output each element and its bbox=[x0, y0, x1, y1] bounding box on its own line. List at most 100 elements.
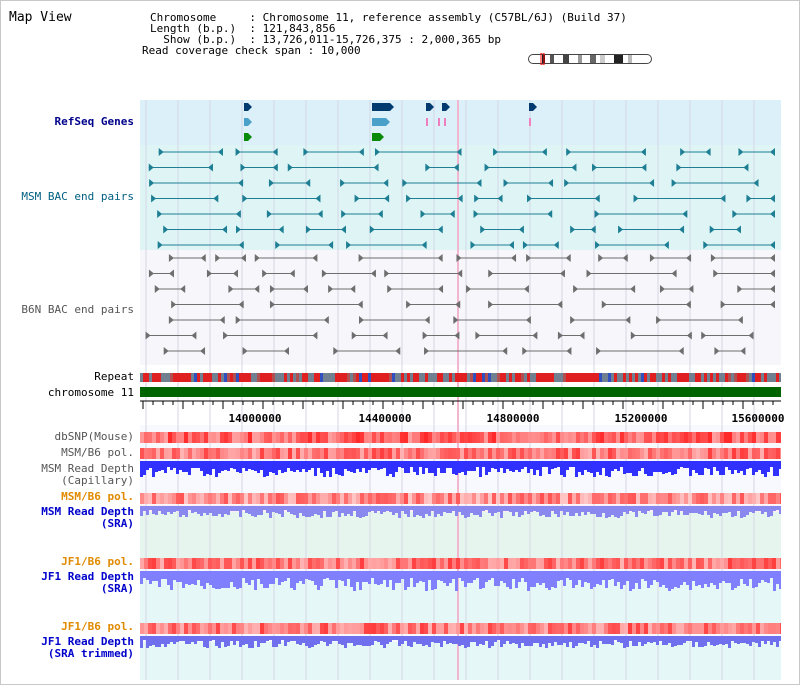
jf1-b6-pol-2-cell bbox=[628, 623, 632, 634]
dbsnp-cell bbox=[152, 432, 156, 443]
track-label-jf1-read-depth-sra[interactable]: JF1 Read Depth bbox=[41, 570, 134, 583]
dbsnp-cell bbox=[488, 432, 492, 443]
msm-b6-pol-2-cell bbox=[732, 493, 736, 504]
repeat-segment bbox=[275, 373, 278, 382]
jf1-depth-sra-bar bbox=[230, 571, 233, 582]
jf1-b6-pol-2-cell bbox=[552, 623, 556, 634]
jf1-depth-trim-bar bbox=[734, 636, 737, 643]
msm-bac-pair-end bbox=[682, 210, 688, 218]
track-label-jf1-b6-pol-2[interactable]: JF1/B6 pol. bbox=[61, 620, 134, 633]
tracks-canvas[interactable] bbox=[140, 100, 781, 680]
jf1-depth-trim-bar bbox=[218, 636, 221, 648]
dbsnp-cell bbox=[716, 432, 720, 443]
msm-b6-pol-cell bbox=[668, 448, 672, 459]
jf1-b6-pol-2-cell bbox=[356, 623, 360, 634]
b6n-bac-pair-end bbox=[240, 254, 246, 262]
repeat-segment bbox=[167, 373, 170, 382]
b6n-bac-pair-end bbox=[748, 331, 754, 340]
jf1-depth-trim-bar bbox=[554, 636, 557, 642]
b6n-bac-pair-end bbox=[154, 285, 160, 293]
repeat-segment bbox=[773, 373, 776, 382]
chromosome-ideogram[interactable] bbox=[528, 53, 652, 65]
msm-depth-sra-bar bbox=[779, 506, 781, 514]
jf1-depth-trim-bar bbox=[410, 636, 413, 647]
jf1-b6-pol-2-cell bbox=[560, 623, 564, 634]
jf1-b6-pol-cell bbox=[472, 558, 476, 569]
msm-depth-capillary-bar bbox=[749, 461, 752, 468]
repeat-segment bbox=[344, 373, 347, 382]
jf1-b6-pol-2-cell bbox=[180, 623, 184, 634]
msm-b6-pol-cell bbox=[700, 448, 704, 459]
msm-depth-capillary-bar bbox=[536, 461, 539, 470]
msm-depth-capillary-bar bbox=[260, 461, 263, 470]
jf1-depth-sra-bar bbox=[539, 571, 542, 585]
track-label-jf1-read-depth-trimmed[interactable]: JF1 Read Depth bbox=[41, 635, 134, 648]
repeat-segment bbox=[350, 373, 353, 382]
repeat-segment bbox=[380, 373, 383, 382]
track-label-refseq-genes[interactable]: RefSeq Genes bbox=[54, 115, 134, 128]
msm-depth-capillary-bar bbox=[176, 461, 179, 474]
track-label-msm-bac-end-pairs[interactable]: MSM BAC end pairs bbox=[21, 190, 134, 203]
msm-b6-pol-2-cell bbox=[264, 493, 268, 504]
msm-b6-pol-cell bbox=[336, 448, 340, 459]
msm-depth-sra-bar bbox=[704, 506, 707, 511]
msm-b6-pol-cell bbox=[388, 448, 392, 459]
msm-depth-sra-bar bbox=[443, 506, 446, 512]
msm-depth-sra-bar bbox=[308, 506, 311, 517]
track-label-msm-b6-pol[interactable]: MSM/B6 pol. bbox=[61, 446, 134, 459]
msm-depth-sra-bar bbox=[491, 506, 494, 516]
jf1-b6-pol-cell bbox=[456, 558, 460, 569]
repeat-segment bbox=[164, 373, 167, 382]
msm-depth-capillary-bar bbox=[704, 461, 707, 468]
gene-feature bbox=[244, 118, 248, 126]
track-label-b6n-bac-end-pairs[interactable]: B6N BAC end pairs bbox=[21, 303, 134, 316]
jf1-b6-pol-2-cell bbox=[144, 623, 148, 634]
jf1-depth-trim-bar bbox=[632, 636, 635, 646]
jf1-b6-pol-cell bbox=[556, 558, 560, 569]
jf1-depth-sra-bar bbox=[419, 571, 422, 581]
track-label-msm-read-depth-capillary[interactable]: MSM Read Depth bbox=[41, 462, 134, 475]
jf1-b6-pol-cell bbox=[356, 558, 360, 569]
msm-b6-pol-2-cell bbox=[396, 493, 400, 504]
track-label-dbsnp[interactable]: dbSNP(Mouse) bbox=[54, 430, 134, 443]
msm-b6-pol-cell bbox=[764, 448, 768, 459]
jf1-b6-pol-2-cell bbox=[536, 623, 540, 634]
jf1-b6-pol-2-cell bbox=[444, 623, 448, 634]
jf1-depth-trim-bar bbox=[365, 636, 368, 646]
jf1-b6-pol-cell bbox=[544, 558, 548, 569]
msm-depth-sra-bar bbox=[605, 506, 608, 518]
msm-depth-sra-bar bbox=[713, 506, 716, 513]
jf1-b6-pol-cell bbox=[248, 558, 252, 569]
msm-bac-pair-end bbox=[235, 210, 241, 218]
track-label-msm-read-depth-sra[interactable]: MSM Read Depth bbox=[41, 505, 134, 518]
msm-depth-capillary-bar bbox=[146, 461, 149, 470]
jf1-depth-trim-bar bbox=[287, 636, 290, 642]
genome-track-area[interactable] bbox=[140, 100, 781, 680]
msm-depth-sra-bar bbox=[572, 506, 575, 516]
dbsnp-cell bbox=[548, 432, 552, 443]
repeat-segment bbox=[524, 373, 527, 382]
jf1-b6-pol-cell bbox=[476, 558, 480, 569]
msm-depth-capillary-bar bbox=[509, 461, 512, 471]
jf1-b6-pol-cell bbox=[560, 558, 564, 569]
msm-depth-capillary-bar bbox=[635, 461, 638, 476]
msm-depth-sra-bar bbox=[479, 506, 482, 517]
track-label-repeat[interactable]: Repeat bbox=[94, 370, 134, 383]
jf1-depth-sra-bar bbox=[281, 571, 284, 582]
msm-b6-pol-2-cell bbox=[604, 493, 608, 504]
jf1-b6-pol-cell bbox=[592, 558, 596, 569]
msm-depth-sra-bar bbox=[398, 506, 401, 518]
msm-depth-capillary-bar bbox=[155, 461, 158, 472]
msm-b6-pol-cell bbox=[364, 448, 368, 459]
jf1-b6-pol-2-cell bbox=[568, 623, 572, 634]
jf1-b6-pol-cell bbox=[360, 558, 364, 569]
msm-b6-pol-cell bbox=[772, 448, 776, 459]
track-label-jf1-b6-pol[interactable]: JF1/B6 pol. bbox=[61, 555, 134, 568]
jf1-b6-pol-2-cell bbox=[504, 623, 508, 634]
msm-b6-pol-2-cell bbox=[208, 493, 212, 504]
info-key: Show (b.p.) bbox=[150, 33, 243, 46]
track-label-msm-b6-pol-2[interactable]: MSM/B6 pol. bbox=[61, 490, 134, 503]
jf1-depth-trim-bar bbox=[173, 636, 176, 644]
jf1-depth-trim-bar bbox=[617, 636, 620, 642]
jf1-b6-pol-2-cell bbox=[208, 623, 212, 634]
